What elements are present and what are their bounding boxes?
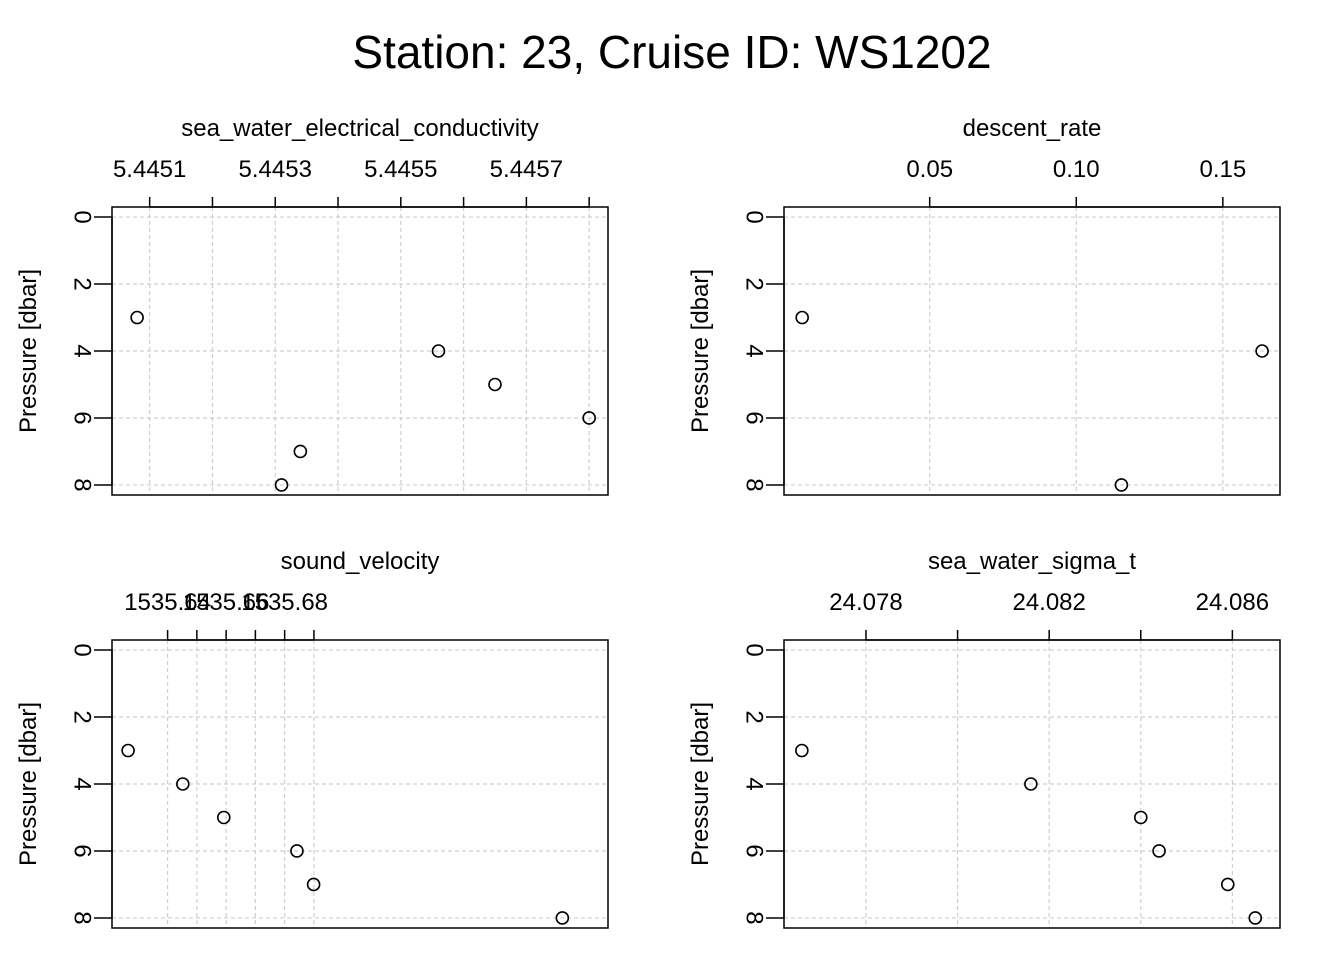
y-tick-label: 6 [69, 844, 96, 857]
x-tick-label: 1535.64 [124, 589, 211, 616]
data-point [1248, 911, 1263, 925]
data-point [795, 743, 809, 758]
x-tick-label: 5.4457 [490, 156, 563, 183]
data-point [121, 743, 135, 758]
x-tick-label: 0.10 [1053, 156, 1100, 183]
panel-title: descent_rate [963, 115, 1102, 142]
y-axis-label: Pressure [dbar] [687, 702, 714, 866]
y-tick-label: 6 [741, 411, 768, 424]
x-tick-label: 1535.68 [241, 589, 328, 616]
x-tick-label: 24.078 [829, 589, 902, 616]
chart-panel-2: 0.05 0.10 0.15 0 2 4 6 8 descent_rate Pressure [d… [687, 115, 1281, 496]
y-tick-label: 4 [741, 344, 768, 357]
y-axis-label: Pressure [dbar] [15, 269, 42, 433]
y-tick-label: 0 [741, 643, 768, 656]
page-title: Station: 23, Cruise ID: WS1202 [352, 26, 992, 78]
data-point [1152, 844, 1166, 858]
x-tick-label: 24.082 [1012, 589, 1085, 616]
panel-title: sea_water_electrical_conductivity [181, 115, 539, 142]
x-tick-label: 0.15 [1199, 156, 1246, 183]
data-point [1024, 777, 1038, 791]
y-tick-label: 6 [741, 844, 768, 857]
data-point [1255, 344, 1269, 358]
y-tick-label: 0 [69, 210, 96, 223]
y-tick-label: 8 [69, 478, 96, 491]
x-tick-label: 24.086 [1196, 589, 1269, 616]
y-tick-label: 2 [69, 710, 96, 723]
y-tick-label: 4 [69, 344, 96, 357]
data-point [290, 844, 304, 858]
x-tick-label: 1535.66 [183, 589, 270, 616]
y-tick-label: 4 [69, 777, 96, 790]
data-point [130, 310, 144, 325]
y-axis-label: Pressure [dbar] [15, 702, 42, 866]
data-point [274, 478, 289, 492]
chart-panel-1: 5.4451 5.4453 5.4455 5.4457 0 2 4 6 8 sea_water_e… [15, 115, 609, 496]
data-point [216, 810, 231, 825]
data-point [176, 777, 190, 791]
panel-title: sound_velocity [281, 548, 440, 575]
y-tick-label: 8 [69, 911, 96, 924]
x-tick-label: 5.4455 [364, 156, 437, 183]
data-point [1133, 810, 1148, 825]
data-point [582, 411, 596, 425]
y-tick-label: 2 [69, 277, 96, 290]
x-tick-label: 0.05 [906, 156, 953, 183]
y-tick-label: 6 [69, 411, 96, 424]
data-point [555, 911, 570, 925]
data-point [1220, 877, 1235, 892]
x-tick-label: 5.4453 [239, 156, 312, 183]
x-tick-label: 5.4451 [113, 156, 186, 183]
data-point [1114, 478, 1129, 492]
y-axis-label: Pressure [dbar] [687, 269, 714, 433]
y-tick-label: 0 [741, 210, 768, 223]
y-tick-label: 4 [741, 777, 768, 790]
data-point [306, 877, 321, 892]
y-tick-label: 2 [741, 277, 768, 290]
data-point [431, 344, 446, 358]
y-tick-label: 2 [741, 710, 768, 723]
panel-title: sea_water_sigma_t [928, 548, 1136, 575]
data-point [795, 310, 809, 325]
chart-panel-4: 24.078 24.082 24.086 0 2 4 6 8 sea_water_sigma_t… [687, 548, 1281, 929]
data-point [293, 444, 308, 459]
y-tick-label: 8 [741, 911, 768, 924]
data-point [488, 377, 502, 392]
y-tick-label: 8 [741, 478, 768, 491]
y-tick-label: 0 [69, 643, 96, 656]
